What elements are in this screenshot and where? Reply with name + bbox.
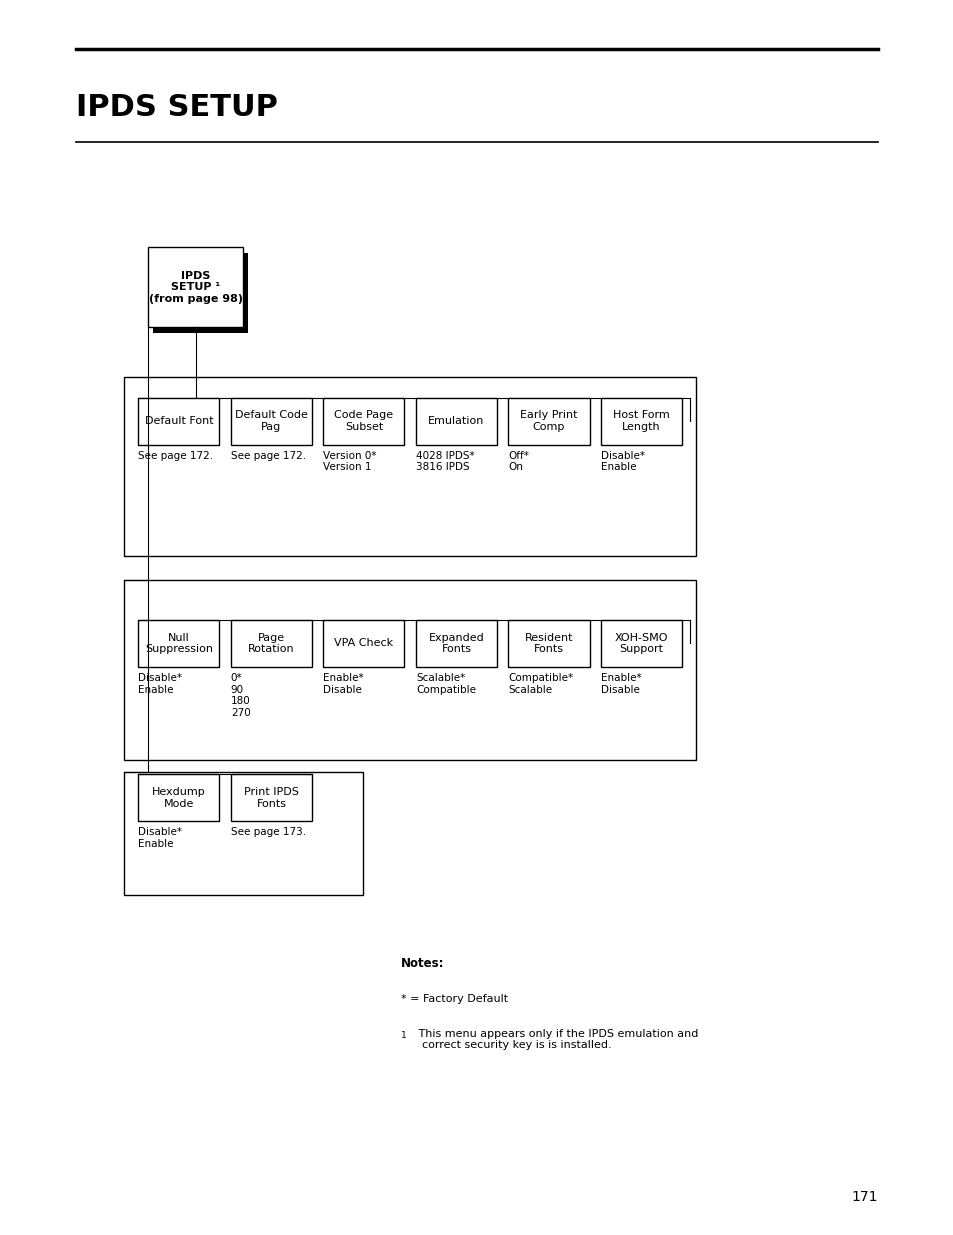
Text: IPDS
SETUP ¹
(from page 98): IPDS SETUP ¹ (from page 98) [149,270,242,304]
Text: See page 172.: See page 172. [231,451,306,461]
Bar [124,580,696,760]
Text: Default Font: Default Font [145,416,213,426]
FancyBboxPatch shape [231,774,312,821]
Text: IPDS SETUP: IPDS SETUP [76,93,278,121]
Text: Null
Suppression: Null Suppression [145,632,213,655]
FancyBboxPatch shape [148,247,243,327]
Text: Host Form
Length: Host Form Length [613,410,669,432]
Text: Default Code
Pag: Default Code Pag [234,410,308,432]
FancyBboxPatch shape [323,398,404,445]
Text: 0*
90
180
270: 0* 90 180 270 [231,673,251,718]
Text: Enable*
Disable: Enable* Disable [323,673,364,694]
Text: Disable*
Enable: Disable* Enable [138,673,182,694]
FancyBboxPatch shape [231,620,312,667]
FancyBboxPatch shape [138,620,219,667]
Text: Page
Rotation: Page Rotation [248,632,294,655]
Text: Disable*
Enable: Disable* Enable [138,827,182,848]
Text: Emulation: Emulation [428,416,484,426]
FancyBboxPatch shape [231,398,312,445]
FancyBboxPatch shape [508,620,589,667]
Text: Disable*
Enable: Disable* Enable [600,451,644,472]
Text: Print IPDS
Fonts: Print IPDS Fonts [244,787,298,809]
Text: Early Print
Comp: Early Print Comp [519,410,578,432]
Text: 171: 171 [850,1191,877,1204]
Text: 4028 IPDS*
3816 IPDS: 4028 IPDS* 3816 IPDS [416,451,474,472]
Text: This menu appears only if the IPDS emulation and
  correct security key is is in: This menu appears only if the IPDS emula… [415,1029,698,1050]
Text: Hexdump
Mode: Hexdump Mode [152,787,206,809]
Bar [124,377,696,556]
Text: See page 172.: See page 172. [138,451,213,461]
Text: Code Page
Subset: Code Page Subset [335,410,393,432]
FancyBboxPatch shape [138,398,219,445]
FancyBboxPatch shape [600,620,681,667]
Text: VPA Check: VPA Check [335,638,393,648]
Text: Resident
Fonts: Resident Fonts [524,632,573,655]
FancyBboxPatch shape [152,253,248,333]
Text: See page 173.: See page 173. [231,827,306,837]
Text: Enable*
Disable: Enable* Disable [600,673,641,694]
Text: Scalable*
Compatible: Scalable* Compatible [416,673,476,694]
Text: Version 0*
Version 1: Version 0* Version 1 [323,451,376,472]
FancyBboxPatch shape [416,398,497,445]
Text: Expanded
Fonts: Expanded Fonts [428,632,484,655]
FancyBboxPatch shape [508,398,589,445]
Text: Compatible*
Scalable: Compatible* Scalable [508,673,573,694]
Text: * = Factory Default: * = Factory Default [400,994,507,1004]
FancyBboxPatch shape [416,620,497,667]
Bar [124,772,362,895]
Text: 1: 1 [400,1031,406,1040]
FancyBboxPatch shape [600,398,681,445]
FancyBboxPatch shape [323,620,404,667]
Text: XOH-SMO
Support: XOH-SMO Support [614,632,668,655]
FancyBboxPatch shape [138,774,219,821]
Text: Notes:: Notes: [400,957,444,971]
Text: Off*
On: Off* On [508,451,529,472]
